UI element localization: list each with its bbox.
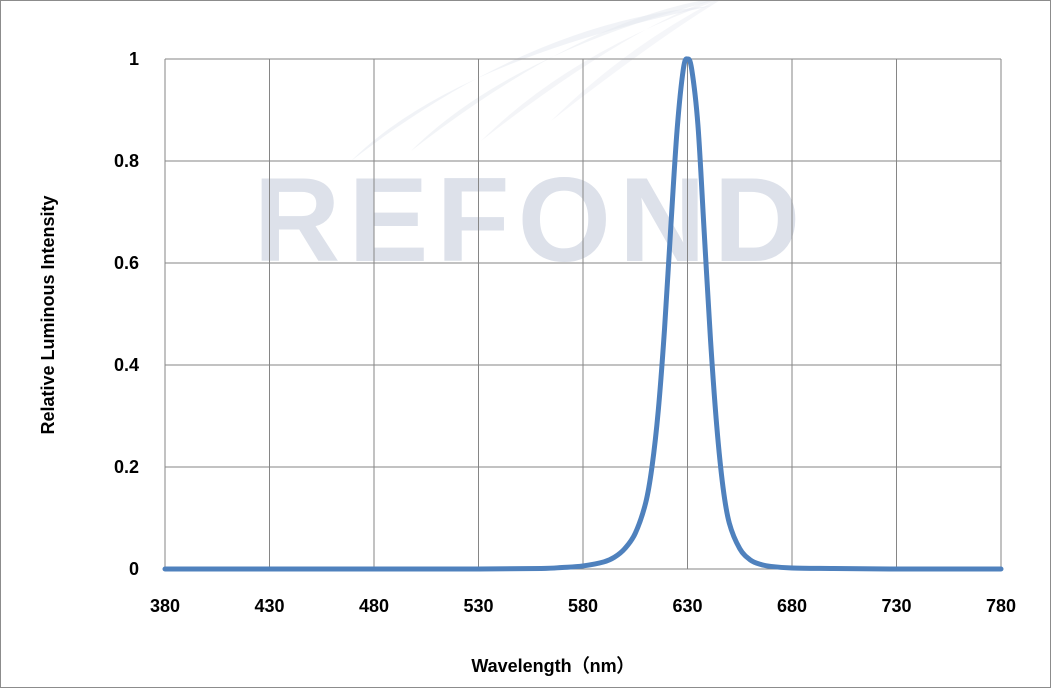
x-tick-label-2: 480 <box>359 596 389 616</box>
series-line-0 <box>162 56 1004 572</box>
x-tick-labels: 380 430 480 530 580 630 680 730 780 <box>150 596 1016 616</box>
x-tick-label-8: 780 <box>986 596 1016 616</box>
watermark: REFOND <box>254 0 809 287</box>
watermark-text: REFOND <box>254 153 809 287</box>
y-tick-label-5: 1 <box>129 49 139 69</box>
x-tick-label-0: 380 <box>150 596 180 616</box>
x-axis-title: Wavelength（nm） <box>471 656 634 676</box>
x-tick-label-7: 730 <box>881 596 911 616</box>
y-tick-labels: 0 0.2 0.4 0.6 0.8 1 <box>114 49 139 579</box>
y-tick-label-0: 0 <box>129 559 139 579</box>
x-tick-label-5: 630 <box>672 596 702 616</box>
x-tick-label-1: 430 <box>254 596 284 616</box>
x-tick-label-3: 530 <box>463 596 493 616</box>
x-tick-label-4: 580 <box>568 596 598 616</box>
y-tick-label-3: 0.6 <box>114 253 139 273</box>
series-layer <box>162 56 1004 572</box>
y-tick-label-2: 0.4 <box>114 355 139 375</box>
x-tick-label-6: 680 <box>777 596 807 616</box>
y-axis-title: Relative Luminous Intensity <box>38 195 58 434</box>
y-tick-label-1: 0.2 <box>114 457 139 477</box>
grid <box>164 58 1002 570</box>
y-tick-label-4: 0.8 <box>114 151 139 171</box>
watermark-stripe-0 <box>351 6 711 161</box>
